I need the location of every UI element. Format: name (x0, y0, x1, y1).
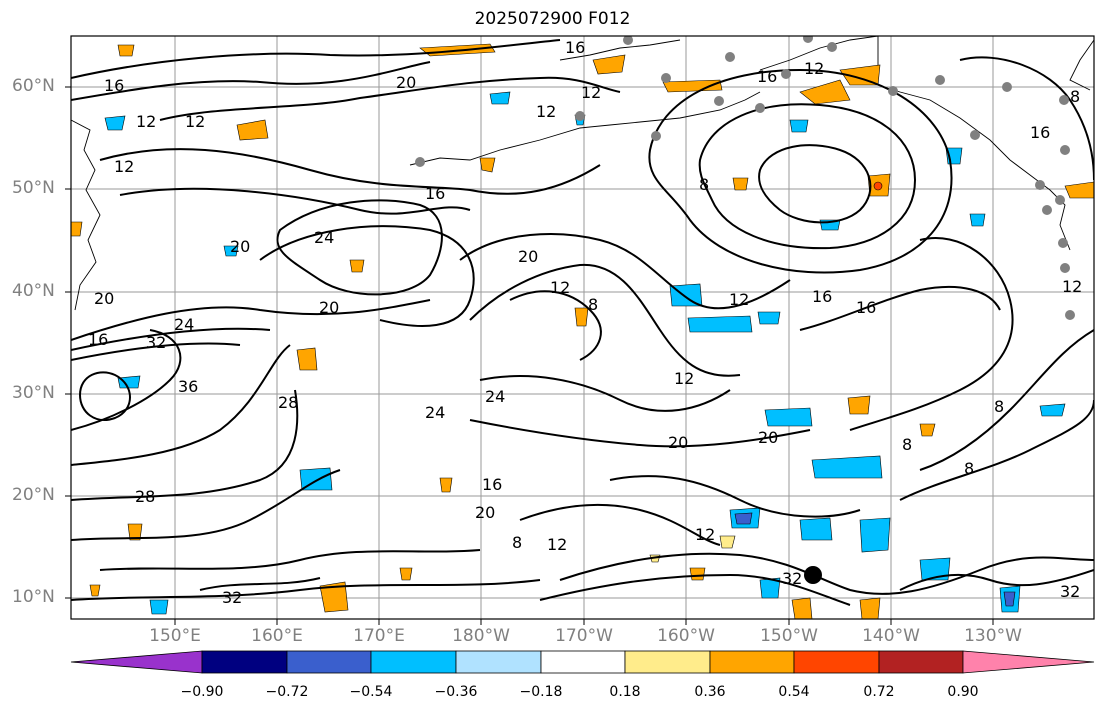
contour-label: 16 (88, 330, 108, 349)
storm-center-marker (804, 566, 822, 584)
contour-label: 24 (174, 315, 194, 334)
contour-label: 20 (396, 73, 416, 92)
lon-label: 150°E (149, 626, 201, 646)
colorbar-tick-label: −0.18 (519, 684, 563, 700)
colorbar-tick-label: 0.18 (609, 684, 641, 700)
lon-label: 150°W (760, 626, 818, 646)
contour-label: 8 (902, 435, 912, 454)
tick-marks (65, 86, 994, 625)
lon-label: 170°E (353, 626, 405, 646)
colorbar-tick-label: −0.72 (265, 684, 309, 700)
contour-label: 12 (185, 112, 205, 131)
colorbar-tick-label: 0.36 (694, 684, 726, 700)
contour-label: 32 (222, 588, 242, 607)
contour-label: 8 (588, 295, 598, 314)
map-frame (70, 35, 1095, 620)
contour-label: 20 (475, 503, 495, 522)
shading-negative (104, 91, 1066, 615)
contour-label: 12 (581, 83, 601, 102)
contour-label: 32 (782, 569, 802, 588)
contour-label: 24 (425, 403, 445, 422)
contour-label: 20 (758, 428, 778, 447)
contour-label: 28 (135, 487, 155, 506)
contour-label: 16 (565, 38, 585, 57)
colorbar (70, 650, 1095, 674)
colorbar-segment (878, 650, 964, 674)
contour-label: 12 (550, 278, 570, 297)
contour-label: 8 (1070, 87, 1080, 106)
lon-label: 160°E (251, 626, 303, 646)
contour-label: 12 (136, 112, 156, 131)
contour-label: 16 (482, 475, 502, 494)
lon-label: 170°W (555, 626, 613, 646)
gridlines (71, 36, 1094, 619)
contour-label: 8 (994, 397, 1004, 416)
contour-label: 12 (114, 157, 134, 176)
contour-label: 20 (518, 247, 538, 266)
contour-label: 8 (699, 175, 709, 194)
contour-label: 16 (757, 67, 777, 86)
colorbar-tick-label: 0.90 (947, 684, 979, 700)
colorbar-tick-label: −0.90 (180, 684, 224, 700)
lat-label: 20°N (12, 485, 55, 505)
colorbar-segment (201, 650, 288, 674)
lat-label: 30°N (12, 383, 55, 403)
lon-label: 180°W (452, 626, 510, 646)
lat-label: 10°N (12, 587, 55, 607)
lon-label: 130°W (964, 626, 1022, 646)
colorbar-segment (286, 650, 372, 674)
contour-label: 12 (674, 369, 694, 388)
contour-label: 24 (314, 228, 334, 247)
contour-label-group: 16 16 20 12 12 12 12 16 12 12 8 16 24 20… (88, 38, 1082, 607)
contour-label: 8 (512, 533, 522, 552)
contour-label: 12 (1062, 277, 1082, 296)
colorbar-segment (793, 650, 880, 674)
contour-label: 12 (729, 290, 749, 309)
lat-label: 40°N (12, 281, 55, 301)
contour-label: 12 (536, 102, 556, 121)
contour-label: 12 (547, 535, 567, 554)
shading-positive (71, 43, 1094, 619)
contour-label: 16 (1030, 123, 1050, 142)
contour-label: 24 (485, 387, 505, 406)
colorbar-tick-label: 0.72 (863, 684, 895, 700)
contour-label: 16 (425, 184, 445, 203)
colorbar-extend-low (70, 650, 203, 674)
colorbar-extend-high (962, 650, 1095, 674)
contour-label: 28 (278, 393, 298, 412)
lat-label: 60°N (12, 76, 55, 96)
station-markers (415, 36, 1075, 320)
lon-label: 140°W (862, 626, 920, 646)
colorbar-tick-label: −0.36 (434, 684, 478, 700)
colorbar-segment (455, 650, 542, 674)
contour-label: 20 (668, 433, 688, 452)
lon-label: 160°W (657, 626, 715, 646)
lat-label: 50°N (12, 178, 55, 198)
colorbar-segment (624, 650, 711, 674)
contour-label: 16 (812, 287, 832, 306)
contour-label: 16 (104, 76, 124, 95)
contour-label: 20 (94, 289, 114, 308)
contour-label: 12 (804, 59, 824, 78)
contour-label: 8 (964, 459, 974, 478)
contour-label: 20 (319, 298, 339, 317)
colorbar-tick-label: 0.54 (778, 684, 810, 700)
colorbar-tick-label: −0.54 (349, 684, 393, 700)
colorbar-segment (370, 650, 457, 674)
contour-lines (71, 39, 1094, 606)
colorbar-segment (540, 650, 626, 674)
contour-label: 32 (146, 333, 166, 352)
contour-label: 16 (856, 298, 876, 317)
contour-label: 32 (1060, 582, 1080, 601)
colorbar-segment (709, 650, 795, 674)
contour-label: 36 (178, 377, 198, 396)
map-title: 2025072900 F012 (474, 9, 631, 29)
contour-label: 20 (230, 237, 250, 256)
contour-label: 12 (695, 525, 715, 544)
